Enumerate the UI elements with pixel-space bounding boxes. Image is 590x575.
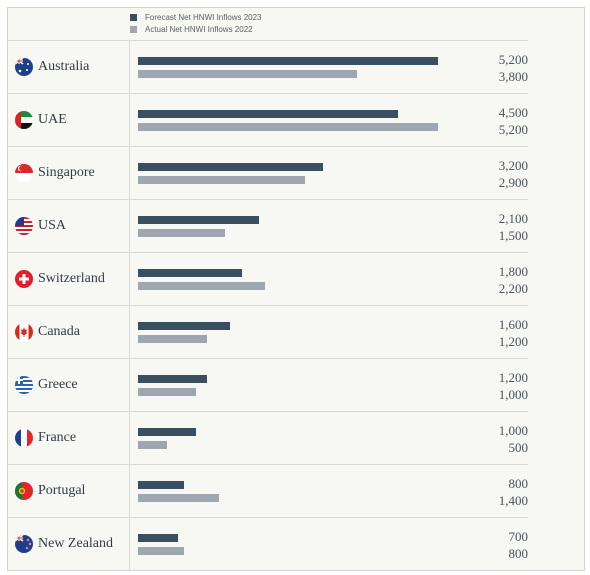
chart-legend: Forecast Net HNWI Inflows 2023 Actual Ne… [130,11,261,35]
forecast-bar-switzerland [138,269,242,277]
country-label: UAE [38,112,67,127]
row-uae: UAE 4,500 5,200 [7,93,528,146]
chart-frame [7,7,585,571]
forecast-bar-singapore [138,163,323,171]
forecast-bar-greece [138,375,208,383]
uae-flag-icon [15,111,33,129]
forecast-value-australia: 5,200 [498,52,528,67]
actual-value-canada: 1,200 [498,334,528,349]
france-flag-icon [15,429,33,447]
row-greece: Greece 1,200 1,000 [7,358,528,411]
forecast-value-uae: 4,500 [498,105,528,120]
forecast-value-portugal: 800 [508,476,529,491]
actual-bar-switzerland [138,282,265,290]
legend-item-forecast: Forecast Net HNWI Inflows 2023 [130,11,261,23]
actual-bar-usa [138,229,225,237]
forecast-value-greece: 1,200 [498,370,528,385]
actual-bar-australia [138,70,358,78]
forecast-bar-usa [138,216,260,224]
actual-value-australia: 3,800 [498,69,528,84]
row-switzerland: Switzerland 1,800 2,200 [7,252,528,305]
forecast-bar-new-zealand [138,534,179,542]
forecast-value-switzerland: 1,800 [498,264,528,279]
forecast-bar-france [138,428,196,436]
actual-value-uae: 5,200 [498,122,528,137]
country-label: USA [38,218,67,233]
singapore-flag-icon [15,164,33,182]
row-canada: Canada 1,600 1,200 [7,305,528,358]
legend-label-actual: Actual Net HNWI Inflows 2022 [145,24,253,34]
legend-item-actual: Actual Net HNWI Inflows 2022 [130,23,261,35]
actual-bar-uae [138,123,438,131]
legend-label-forecast: Forecast Net HNWI Inflows 2023 [145,12,262,22]
actual-value-portugal: 1,400 [498,493,528,508]
actual-value-new-zealand: 800 [508,546,529,561]
actual-value-switzerland: 2,200 [498,281,528,296]
forecast-value-singapore: 3,200 [498,158,528,173]
actual-bar-singapore [138,176,306,184]
legend-swatch-actual [130,25,137,33]
actual-bar-greece [138,388,196,396]
actual-value-singapore: 2,900 [498,175,528,190]
actual-bar-portugal [138,494,219,502]
forecast-bar-uae [138,110,398,118]
country-label: Canada [38,324,80,339]
forecast-value-usa: 2,100 [498,211,528,226]
forecast-value-canada: 1,600 [498,317,528,332]
country-label: Greece [38,377,78,392]
forecast-value-france: 1,000 [498,423,528,438]
usa-flag-icon [15,217,33,235]
country-label: New Zealand [38,536,114,551]
country-label: France [38,430,77,445]
row-france: France 1,000 500 [7,411,528,464]
forecast-value-new-zealand: 700 [508,529,529,544]
row-usa: USA 2,100 1,500 [7,199,528,252]
forecast-bar-australia [138,57,438,65]
actual-value-france: 500 [508,440,529,455]
legend-swatch-forecast [130,13,137,21]
row-singapore: Singapore 3,200 2,900 [7,146,528,199]
actual-value-usa: 1,500 [498,228,528,243]
actual-bar-new-zealand [138,547,185,555]
forecast-bar-canada [138,322,231,330]
greece-flag-icon [15,376,33,394]
portugal-flag-icon [15,482,33,500]
country-label: Portugal [38,483,86,498]
row-portugal: Portugal 800 1,400 [7,464,528,517]
new-zealand-flag-icon [15,535,33,553]
country-label: Australia [38,59,90,74]
actual-bar-canada [138,335,208,343]
country-label: Switzerland [38,271,105,286]
actual-bar-france [138,441,167,449]
actual-value-greece: 1,000 [498,387,528,402]
canada-flag-icon [15,323,33,341]
forecast-bar-portugal [138,481,185,489]
row-new-zealand: New Zealand 700 800 [7,517,528,570]
country-label: Singapore [38,165,95,180]
australia-flag-icon [15,58,33,76]
row-australia: Australia 5,200 3,800 [7,40,528,93]
switzerland-flag-icon [15,270,33,288]
